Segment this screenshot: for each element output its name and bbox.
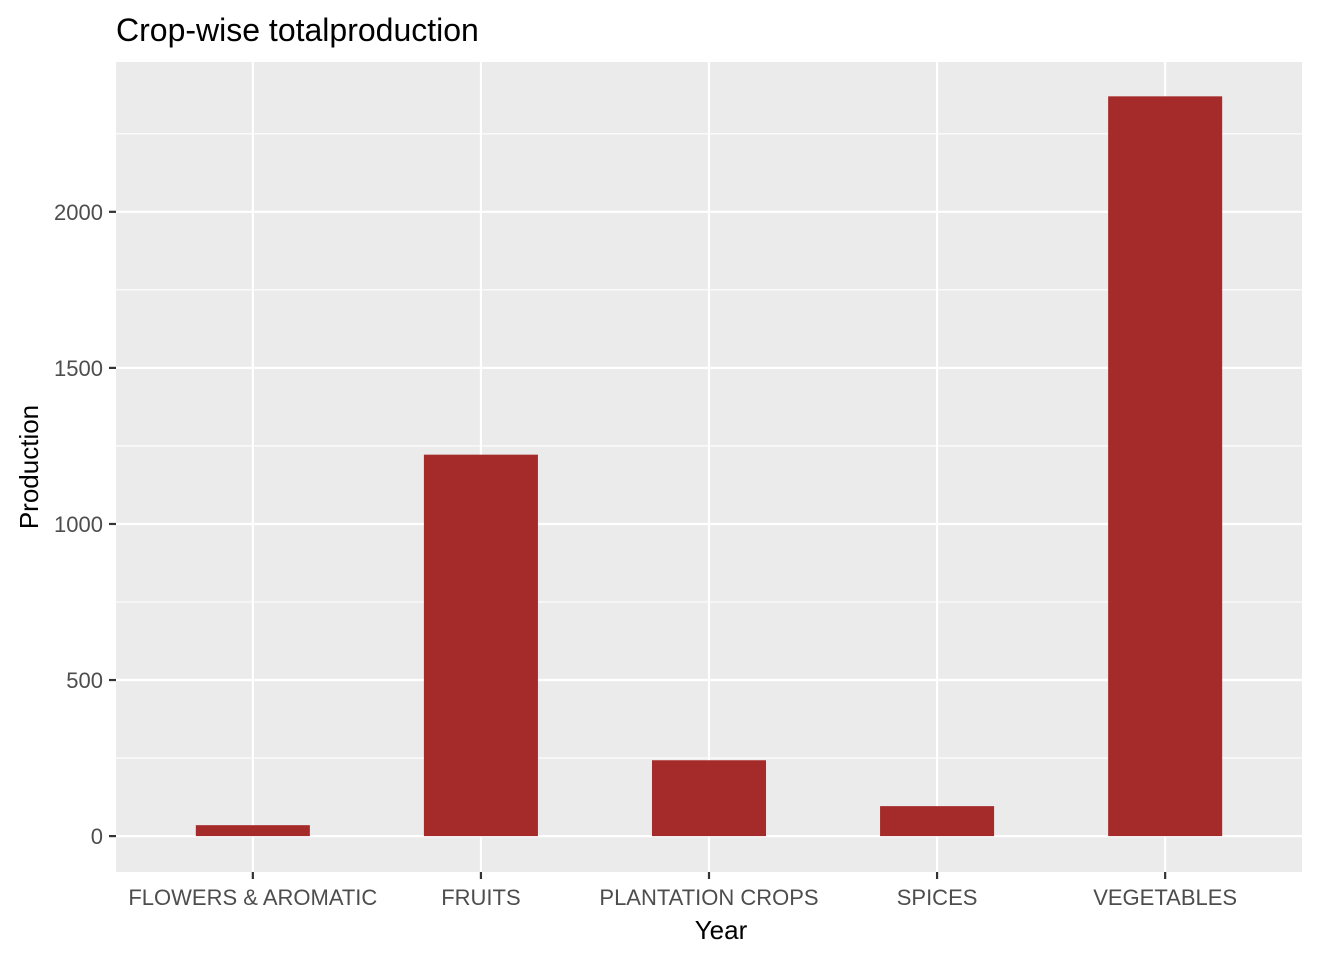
y-axis: 0 500 1000 1500 2000 <box>54 200 116 849</box>
x-tick-label: FLOWERS & AROMATIC <box>128 885 377 910</box>
chart-title: Crop-wise totalproduction <box>116 12 479 48</box>
y-tick-label: 0 <box>91 824 103 849</box>
x-tick-label: SPICES <box>897 885 978 910</box>
bar <box>880 806 995 837</box>
x-axis-title: Year <box>695 915 748 945</box>
y-tick-label: 1000 <box>54 512 103 537</box>
y-axis-title: Production <box>14 405 44 529</box>
bar <box>1108 96 1223 837</box>
y-tick-label: 500 <box>66 668 103 693</box>
y-tick-label: 2000 <box>54 200 103 225</box>
x-tick-label: FRUITS <box>441 885 520 910</box>
bar <box>423 454 538 837</box>
x-tick-label: PLANTATION CROPS <box>599 885 818 910</box>
bar <box>195 825 310 837</box>
y-tick-label: 1500 <box>54 356 103 381</box>
bars-group <box>195 96 1223 837</box>
bar <box>651 760 767 837</box>
x-axis: FLOWERS & AROMATIC FRUITS PLANTATION CROPS… <box>128 872 1237 910</box>
x-tick-label: VEGETABLES <box>1093 885 1237 910</box>
